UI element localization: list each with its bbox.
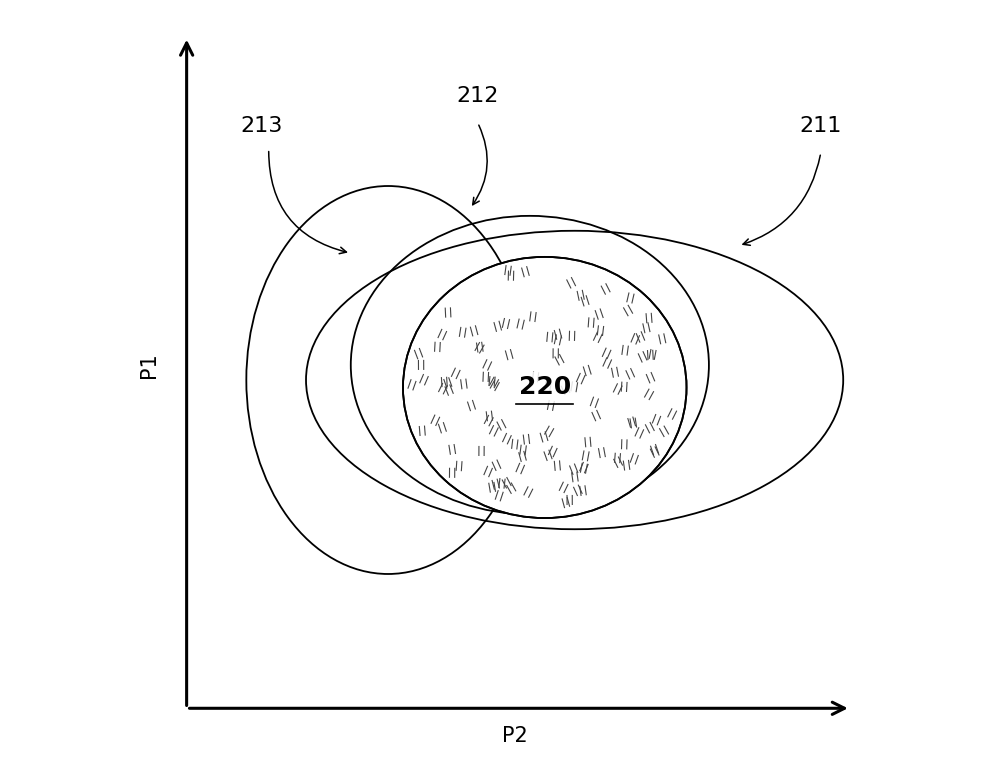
Text: 212: 212 xyxy=(456,87,499,106)
Text: 220: 220 xyxy=(519,375,571,400)
Ellipse shape xyxy=(403,257,687,518)
Text: 213: 213 xyxy=(240,116,282,136)
Text: 211: 211 xyxy=(800,116,842,136)
Text: P2: P2 xyxy=(502,726,528,746)
Text: P1: P1 xyxy=(139,352,159,378)
